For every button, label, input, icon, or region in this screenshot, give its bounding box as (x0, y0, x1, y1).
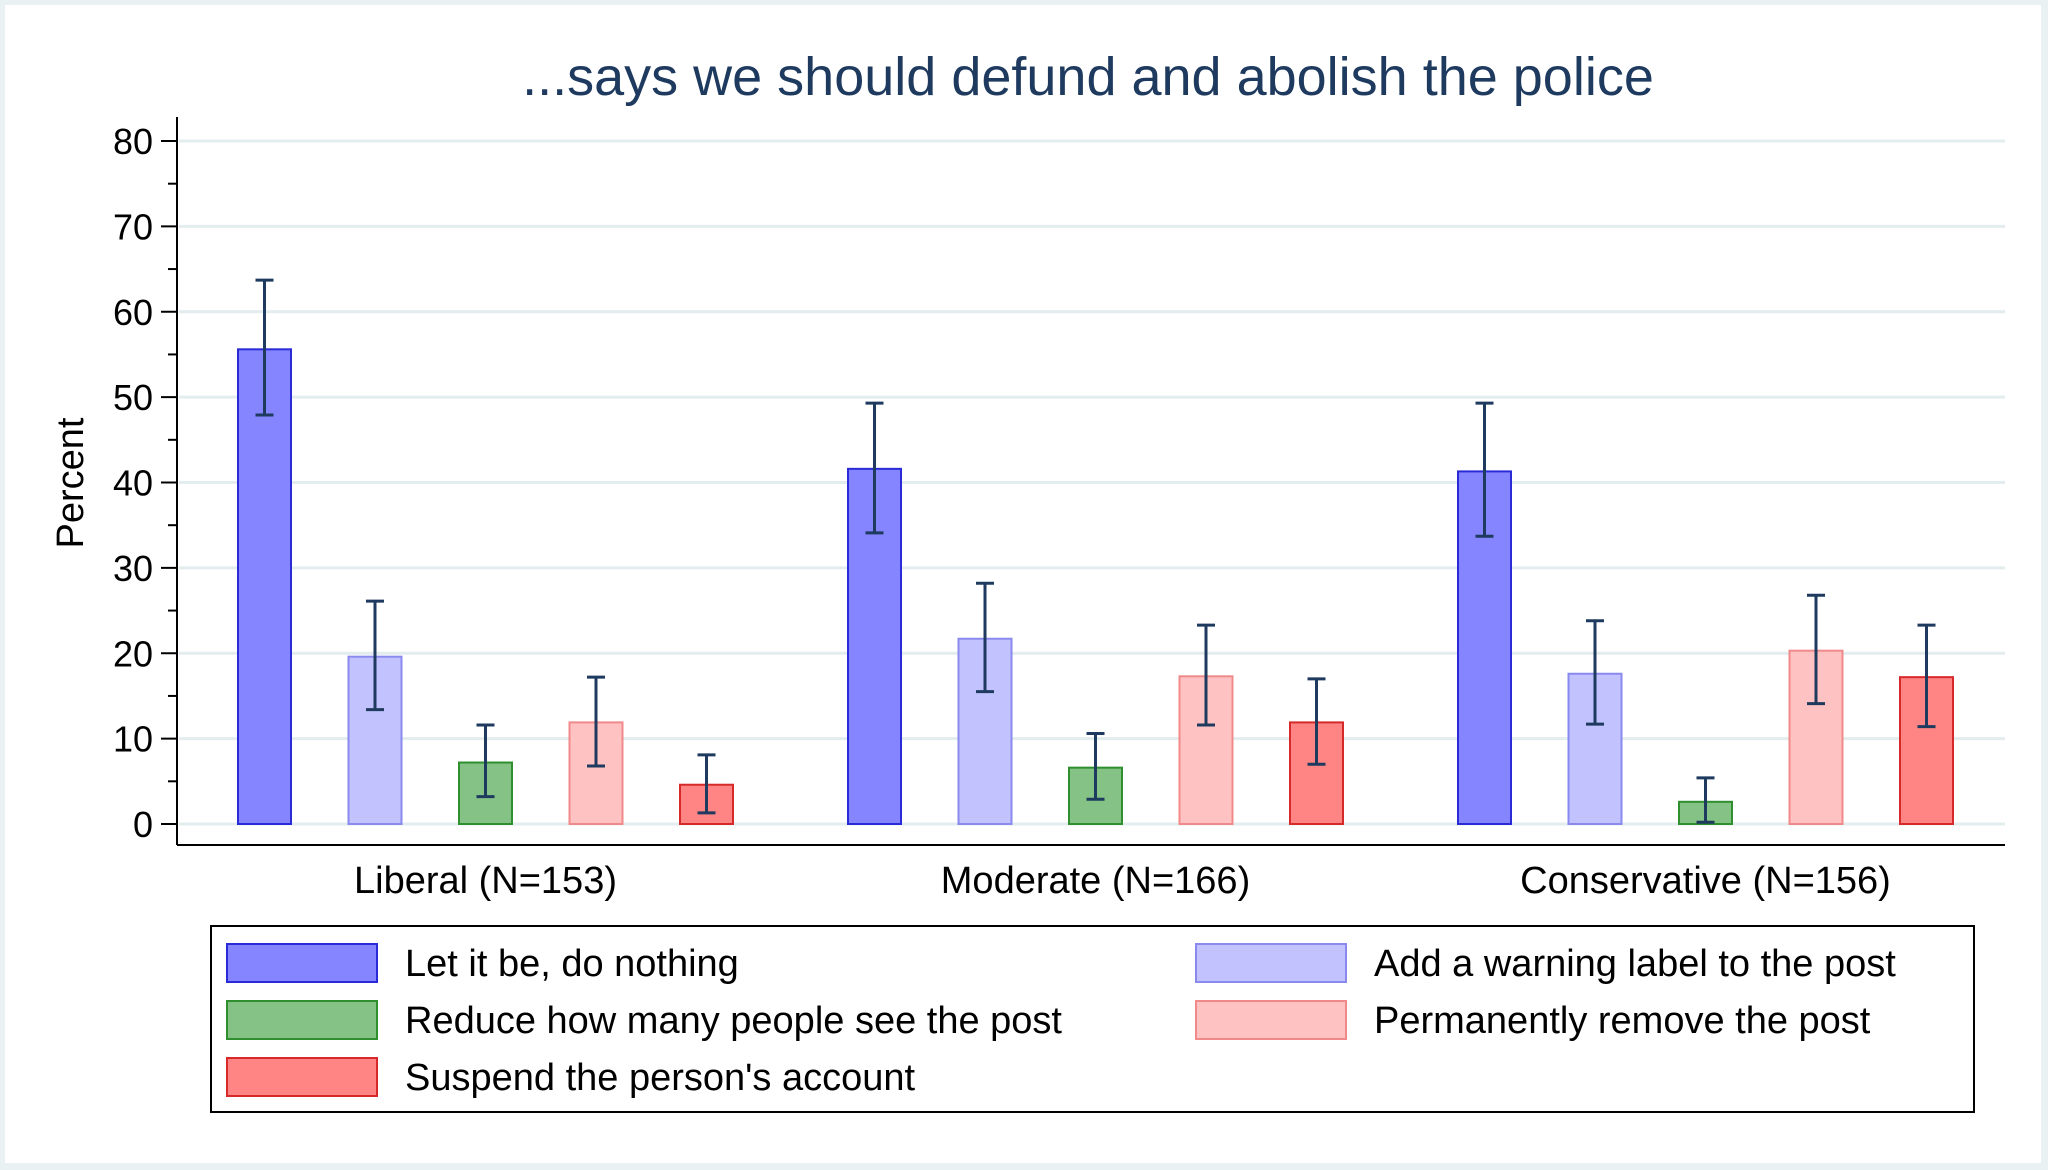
y-axis-label: Percent (50, 417, 92, 548)
legend-swatch (1195, 943, 1347, 983)
legend-swatch (226, 943, 378, 983)
chart-frame: ...says we should defund and abolish the… (5, 5, 2041, 1163)
bar (237, 348, 292, 825)
y-tick-label: 50 (113, 377, 153, 418)
legend: Let it be, do nothing Add a warning label… (210, 925, 1975, 1113)
y-tick-label: 60 (113, 292, 153, 333)
y-tick-label: 10 (113, 719, 153, 760)
x-category-label: Liberal (N=153) (354, 860, 617, 902)
y-tick-label: 0 (133, 804, 153, 845)
y-tick-label: 30 (113, 548, 153, 589)
legend-swatch (226, 1000, 378, 1040)
plot-area: 0 10 20 30 40 50 60 70 80 Liberal (N=153) Moderate… (113, 117, 2005, 902)
legend-label: Let it be, do nothing (405, 943, 739, 985)
legend-label: Suspend the person's account (405, 1057, 915, 1099)
y-tick-label: 70 (113, 206, 153, 247)
y-tick-label: 20 (113, 633, 153, 674)
legend-label: Add a warning label to the post (1374, 943, 1896, 985)
legend-swatch (1195, 1000, 1347, 1040)
y-tick-label: 40 (113, 463, 153, 504)
legend-label: Permanently remove the post (1374, 1000, 1871, 1042)
bar (1899, 676, 1954, 826)
y-tick-label: 80 (113, 121, 153, 162)
legend-swatch (226, 1057, 378, 1097)
x-category-label: Conservative (N=156) (1520, 860, 1891, 902)
x-category-label: Moderate (N=166) (941, 860, 1250, 902)
chart-title: ...says we should defund and abolish the… (522, 47, 1654, 107)
legend-label: Reduce how many people see the post (405, 1000, 1062, 1042)
bar-chart: ...says we should defund and abolish the… (50, 47, 2005, 1113)
legend-box (210, 925, 1975, 1113)
